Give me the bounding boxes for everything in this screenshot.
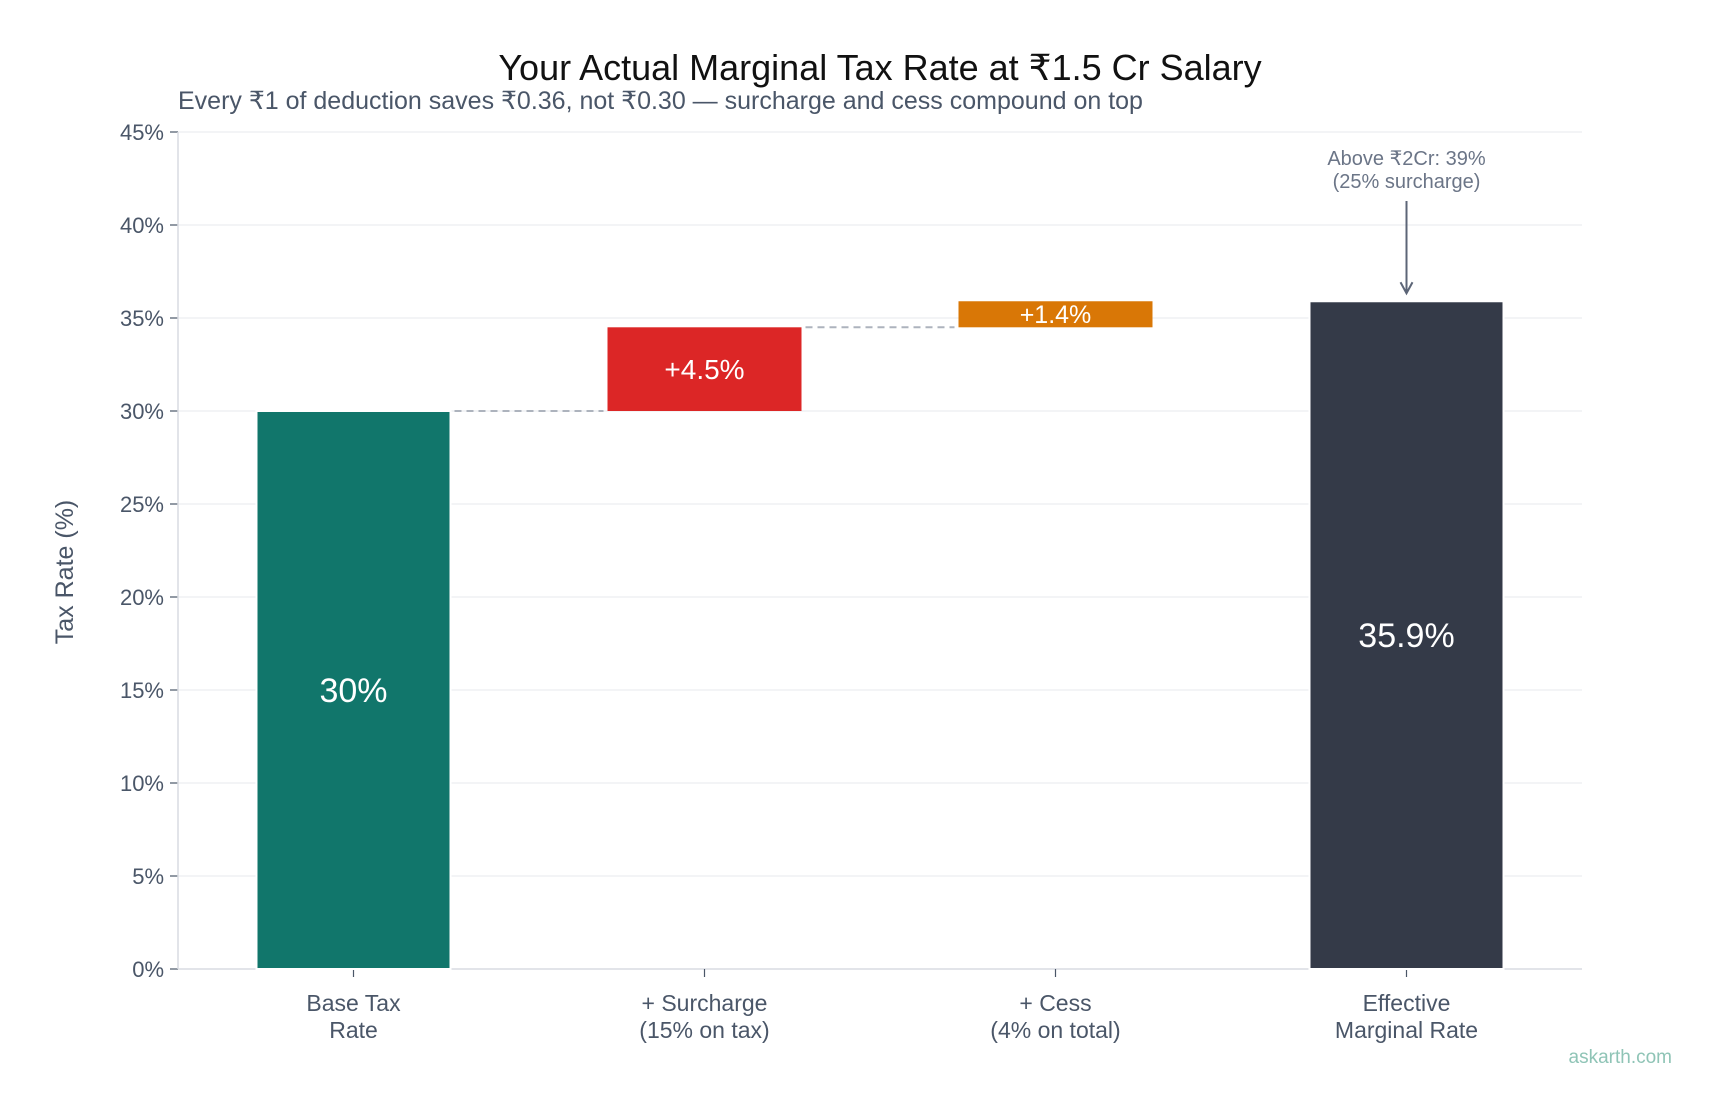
annotation-arrow-head: [1399, 281, 1414, 296]
bar-labels: 30% +4.5% +1.4% 35.9%: [319, 301, 1454, 710]
y-tick-label-25: 25%: [120, 492, 164, 517]
x-tick-label-3: Effective Marginal Rate: [1335, 990, 1478, 1043]
credit-text: askarth.com: [1569, 1047, 1672, 1068]
bar-3: [1308, 300, 1505, 970]
y-tick-label-45: 45%: [120, 120, 164, 145]
x-tick-label-line: Marginal Rate: [1335, 1017, 1478, 1043]
x-tick-label-line: + Surcharge: [642, 990, 768, 1016]
y-tick-label-5: 5%: [132, 864, 164, 889]
annotation-text: Above ₹2Cr: 39% (25% surcharge): [1327, 148, 1486, 193]
x-tick-label-1: + Surcharge (15% on tax): [639, 990, 769, 1043]
annotation-line: (25% surcharge): [1333, 171, 1481, 193]
annotation-line: Above ₹2Cr: 39%: [1327, 148, 1486, 170]
y-tick-label-20: 20%: [120, 585, 164, 610]
axes: 0% 5% 10% 15% 20% 25% 30% 35% 40% 45% Base Tax Rate…: [120, 120, 1582, 1043]
y-tick-label-35: 35%: [120, 306, 164, 331]
connectors: [454, 326, 955, 412]
bar-label-1: +4.5%: [664, 354, 744, 385]
y-tick-label-0: 0%: [132, 957, 164, 982]
bar-label-2: +1.4%: [1020, 301, 1092, 329]
bar-1: [607, 327, 802, 411]
y-tick-label-10: 10%: [120, 771, 164, 796]
annotation: Above ₹2Cr: 39% (25% surcharge): [1327, 148, 1486, 296]
x-tick-label-line: Rate: [329, 1017, 378, 1043]
bar-2: [958, 301, 1153, 328]
y-tick-label-30: 30%: [120, 399, 164, 424]
x-tick-label-line: + Cess: [1019, 990, 1091, 1016]
y-tick-label-40: 40%: [120, 213, 164, 238]
x-tick-label-line: (4% on total): [990, 1017, 1120, 1043]
x-tick-label-0: Base Tax Rate: [306, 990, 401, 1043]
chart-title: Your Actual Marginal Tax Rate at ₹1.5 Cr…: [498, 47, 1261, 88]
bars: [255, 300, 1505, 970]
x-tick-label-line: Effective: [1363, 990, 1451, 1016]
x-tick-label-line: (15% on tax): [639, 1017, 769, 1043]
y-axis-title: Tax Rate (%): [51, 500, 79, 644]
bar-label-3: 35.9%: [1358, 617, 1454, 655]
x-tick-label-line: Base Tax: [306, 990, 401, 1016]
x-tick-label-2: + Cess (4% on total): [990, 990, 1120, 1043]
bar-0: [255, 410, 452, 970]
y-tick-label-15: 15%: [120, 678, 164, 703]
chart-subtitle: Every ₹1 of deduction saves ₹0.36, not ₹…: [178, 87, 1143, 115]
bar-label-0: 30%: [319, 672, 387, 710]
